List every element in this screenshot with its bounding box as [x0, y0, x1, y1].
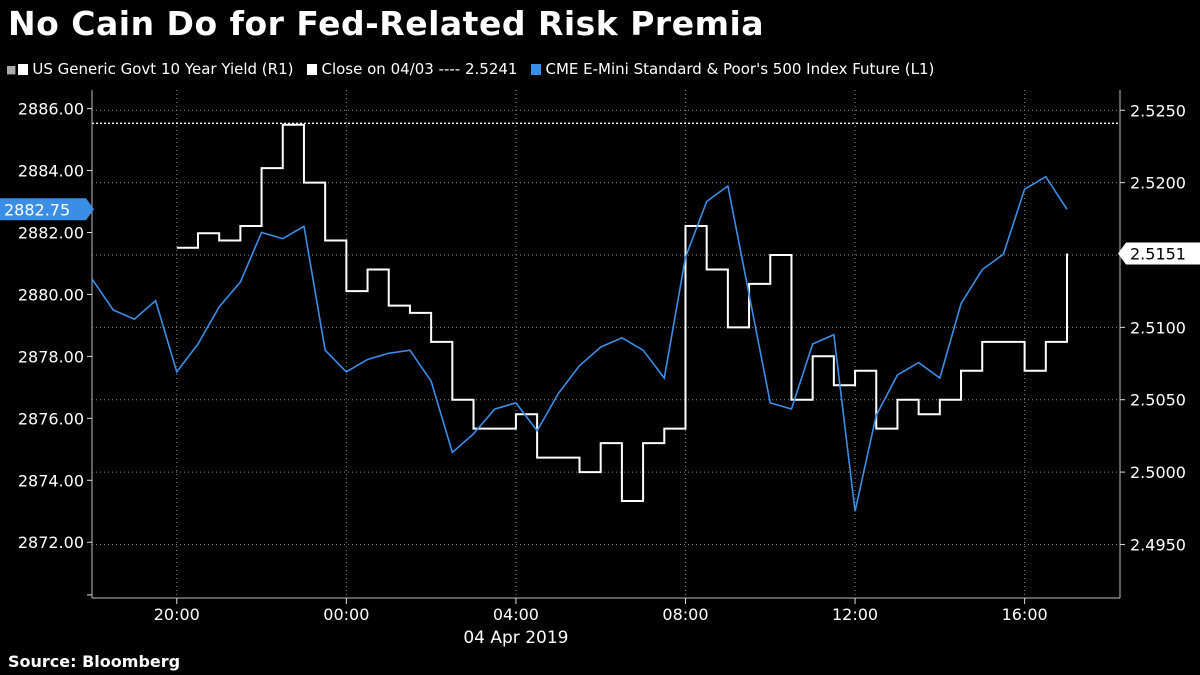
spx-last-value-badge [0, 198, 94, 221]
axes: 2886.00 2884.00 2882.00 2880.00 2878.00 2876.… [18, 90, 1186, 648]
legend-swatch-spx [531, 63, 542, 75]
pin-icon: ■ [6, 62, 17, 76]
yield-last-value-badge [1118, 242, 1200, 265]
left-tick-label: 2880.00 [18, 285, 84, 304]
right-tick-label: 2.5050 [1130, 391, 1186, 410]
spx-series-line [91, 175, 1068, 512]
left-tick-label: 2876.00 [18, 409, 84, 428]
right-tick-label: 2.5200 [1130, 174, 1186, 193]
date-label: 04 Apr 2019 [463, 628, 568, 648]
grid-lines [92, 90, 1120, 598]
legend-label-yield: US Generic Govt 10 Year Yield (R1) [32, 60, 294, 78]
left-tick-label: 2874.00 [18, 471, 84, 490]
legend-item-close: Close on 04/03 ---- 2.5241 [307, 60, 517, 78]
left-tick-label: 2882.00 [18, 223, 84, 242]
x-tick-label: 16:00 [1002, 605, 1048, 624]
legend-swatch-close [307, 63, 318, 75]
x-tick-label: 04:00 [493, 605, 539, 624]
x-tick-label: 12:00 [832, 605, 878, 624]
chart-title: No Cain Do for Fed-Related Risk Premia [8, 4, 765, 43]
legend-swatch-yield [18, 63, 29, 75]
left-tick-label: 2878.00 [18, 347, 84, 366]
x-tick-label: 00:00 [323, 605, 369, 624]
legend-label-close: Close on 04/03 ---- 2.5241 [321, 60, 518, 78]
x-tick-label: 08:00 [662, 605, 708, 624]
right-tick-label: 2.5250 [1130, 101, 1186, 120]
source-note: Source: Bloomberg [8, 652, 181, 671]
left-tick-label: 2886.00 [18, 100, 84, 119]
right-tick-label: 2.5000 [1130, 463, 1186, 482]
legend: ■ US Generic Govt 10 Year Yield (R1) Clo… [6, 60, 948, 78]
yield-last-value-label: 2.5151 [1130, 245, 1186, 264]
x-tick-label: 20:00 [154, 605, 200, 624]
legend-item-yield: ■ US Generic Govt 10 Year Yield (R1) [6, 60, 293, 78]
legend-item-spx: CME E-Mini Standard & Poor's 500 Index F… [531, 60, 934, 78]
left-tick-label: 2872.00 [18, 533, 84, 552]
right-tick-label: 2.5100 [1130, 318, 1186, 337]
spx-last-value-label: 2882.75 [4, 200, 70, 219]
left-tick-label: 2884.00 [18, 162, 84, 181]
series-lines [91, 123, 1069, 512]
right-tick-label: 2.4950 [1130, 535, 1186, 554]
last-value-badges: 2882.75 2.5151 [0, 198, 1200, 265]
yield-series-line [176, 123, 1069, 503]
legend-label-spx: CME E-Mini Standard & Poor's 500 Index F… [545, 60, 935, 78]
